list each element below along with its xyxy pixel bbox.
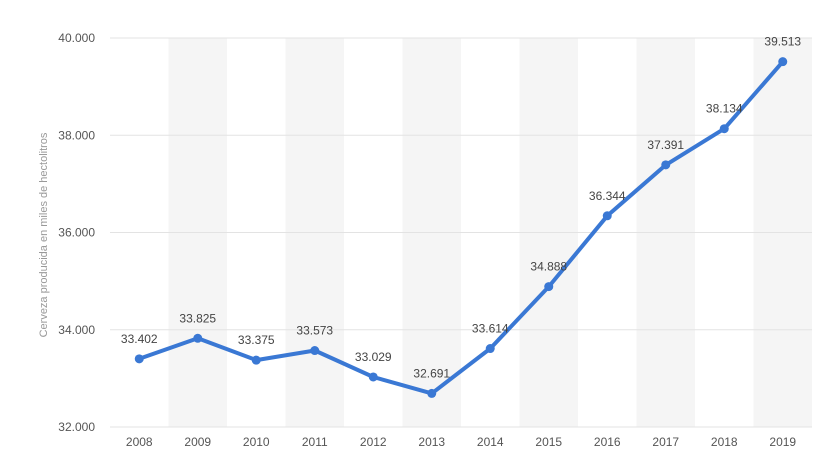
data-point (719, 124, 729, 134)
y-tick-label: 34.000 (58, 323, 95, 337)
data-point (368, 372, 378, 382)
gridlines (110, 37, 812, 428)
x-tick-label: 2016 (594, 435, 621, 449)
y-tick-label: 36.000 (58, 226, 95, 240)
x-axis-ticks: 2008 2009 2010 2011 2012 2013 2014 2015 2016 2017… (126, 435, 797, 449)
data-label: 33.825 (179, 311, 216, 325)
x-tick-label: 2019 (769, 435, 796, 449)
data-label: 38.134 (706, 102, 743, 116)
series-line (137, 59, 785, 396)
data-point (544, 282, 554, 292)
data-label: 36.344 (589, 189, 626, 203)
x-tick-label: 2015 (535, 435, 562, 449)
y-axis-label: Cerveza producida en miles de hectolitro… (38, 132, 50, 337)
x-tick-label: 2011 (302, 435, 328, 449)
data-label: 39.513 (764, 35, 801, 49)
x-tick-label: 2010 (243, 435, 270, 449)
data-label: 33.375 (238, 333, 275, 347)
data-point (134, 354, 144, 364)
data-label: 33.402 (121, 332, 158, 346)
data-point (310, 346, 320, 356)
data-label: 33.029 (355, 350, 392, 364)
data-point (778, 57, 788, 67)
data-labels: 33.402 33.825 33.375 33.573 33.029 32.691 33.6… (121, 35, 802, 381)
data-point (193, 333, 203, 343)
data-label: 34.888 (530, 260, 567, 274)
data-point (602, 211, 612, 221)
data-label: 33.573 (296, 324, 333, 338)
x-tick-label: 2012 (360, 435, 387, 449)
y-tick-label: 40.000 (58, 31, 95, 45)
x-tick-label: 2018 (711, 435, 738, 449)
data-label: 37.391 (647, 138, 684, 152)
y-tick-label: 32.000 (58, 420, 95, 434)
data-point (661, 160, 671, 170)
data-points (134, 57, 788, 398)
x-tick-label: 2014 (477, 435, 504, 449)
x-tick-label: 2009 (184, 435, 211, 449)
x-tick-label: 2013 (418, 435, 445, 449)
x-tick-label: 2017 (652, 435, 679, 449)
data-point (485, 344, 495, 354)
data-point (427, 388, 437, 398)
y-tick-label: 38.000 (58, 128, 95, 142)
data-label: 33.614 (472, 322, 509, 336)
data-label: 32.691 (413, 366, 450, 380)
data-point (251, 355, 261, 365)
y-axis-ticks: 32.000 34.000 36.000 38.000 40.000 (58, 31, 95, 434)
x-tick-label: 2008 (126, 435, 153, 449)
